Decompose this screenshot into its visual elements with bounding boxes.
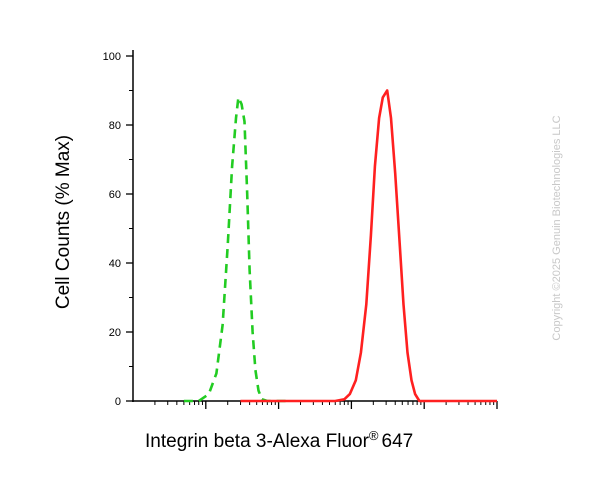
sample-histogram-line (240, 89, 497, 403)
x-axis-label-main: Integrin beta 3-Alexa Fluor (145, 431, 370, 452)
y-tick-label: 60 (109, 189, 121, 201)
x-ticks (154, 401, 498, 409)
y-axis-label: Cell Counts (% Max) (53, 135, 74, 309)
x-axis-label-sup: ® (369, 428, 379, 443)
x-axis-label-suffix: 647 (382, 431, 414, 452)
copyright-watermark: Copyright ©2025 Genuin Biotechnologies L… (551, 115, 563, 340)
y-tick-label: 80 (109, 120, 121, 132)
y-tick-label: 40 (109, 258, 121, 270)
y-ticks: 0 20 40 60 80 100 (103, 51, 133, 408)
control-histogram-line (183, 96, 292, 403)
y-tick-label: 20 (109, 327, 121, 339)
series-group (183, 89, 497, 403)
y-tick-label: 100 (103, 51, 121, 63)
y-tick-label: 0 (115, 396, 121, 408)
x-axis-label: Integrin beta 3-Alexa Fluor® 647 (145, 428, 413, 452)
axes (132, 50, 497, 402)
